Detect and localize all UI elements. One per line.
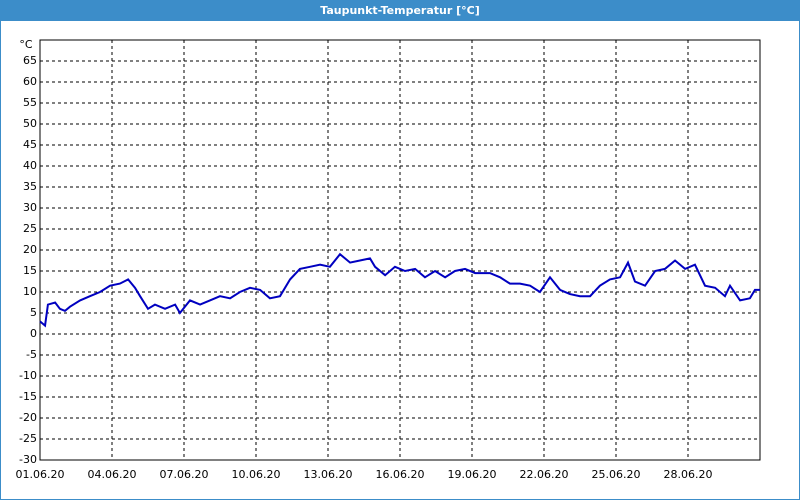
x-tick-label: 19.06.20 [448, 468, 497, 481]
x-tick-label: 07.06.20 [160, 468, 209, 481]
y-tick-label: -25 [19, 432, 37, 445]
y-tick-label: -30 [19, 453, 37, 466]
y-tick-label: 20 [23, 243, 37, 256]
y-tick-label: 60 [23, 75, 37, 88]
y-tick-label: 15 [23, 264, 37, 277]
window-title: Taupunkt-Temperatur [°C] [1, 1, 799, 21]
y-tick-label: -20 [19, 411, 37, 424]
y-tick-label: 50 [23, 117, 37, 130]
y-tick-label: -5 [26, 348, 37, 361]
y-unit-label: °C [19, 38, 33, 51]
x-tick-label: 10.06.20 [232, 468, 281, 481]
x-tick-label: 04.06.20 [88, 468, 137, 481]
x-tick-label: 22.06.20 [520, 468, 569, 481]
y-tick-label: 25 [23, 222, 37, 235]
y-tick-label: 5 [30, 306, 37, 319]
y-tick-label: 40 [23, 159, 37, 172]
plot-frame [39, 39, 761, 461]
data-line [39, 252, 760, 328]
y-tick-label: 35 [23, 180, 37, 193]
x-tick-label: 16.06.20 [376, 468, 425, 481]
y-tick-label: 55 [23, 96, 37, 109]
y-tick-label: 65 [23, 54, 37, 67]
y-tick-label: 0 [30, 327, 37, 340]
y-tick-label: 45 [23, 138, 37, 151]
y-tick-label: -10 [19, 369, 37, 382]
x-tick-label: 01.06.20 [16, 468, 65, 481]
y-tick-label: -15 [19, 390, 37, 403]
y-tick-label: 30 [23, 201, 37, 214]
y-tick-label: 10 [23, 285, 37, 298]
chart: °C -30 -25 -20 -15 -10 -5 0 5 10 15 20 25 30 35 40 45 50… [16, 38, 761, 481]
x-tick-label: 28.06.20 [664, 468, 713, 481]
x-tick-label: 13.06.20 [304, 468, 353, 481]
x-tick-label: 25.06.20 [592, 468, 641, 481]
